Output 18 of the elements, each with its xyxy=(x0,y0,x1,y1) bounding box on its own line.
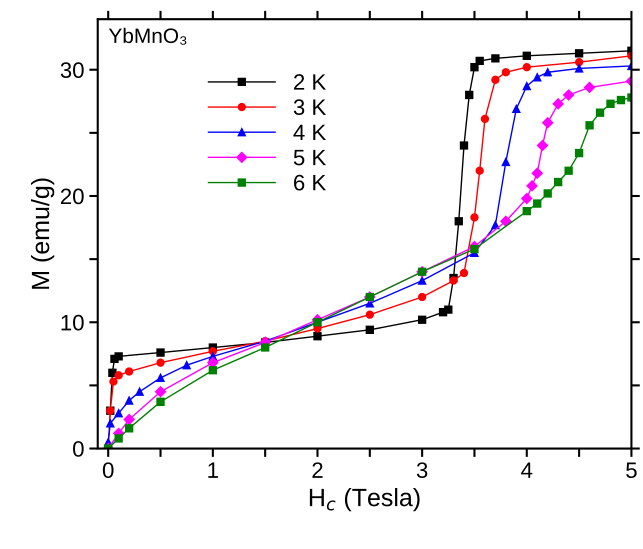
y-tick-label: 10 xyxy=(62,314,84,331)
legend-label: 5 K xyxy=(294,150,326,166)
x-tick-label: 0 xyxy=(102,462,114,478)
x-tick-label: 3 xyxy=(416,462,428,478)
legend-label: 3 K xyxy=(294,99,326,116)
y-tick-label: 30 xyxy=(60,62,84,78)
legend-label: 2 K xyxy=(294,74,326,90)
legend-label: 6 K xyxy=(294,174,326,191)
x-tick-label: 1 xyxy=(208,462,218,478)
x-tick-label: 2 xyxy=(312,462,323,478)
annotation: YbMnO₃ xyxy=(108,28,186,45)
y-tick-label: 20 xyxy=(60,188,84,204)
x-tick-label: 4 xyxy=(521,462,532,478)
x-axis-title: H$_{c}$ (Tesla) xyxy=(310,488,420,512)
legend-label: 4 K xyxy=(293,124,326,140)
y-axis-title: M (emu/g) xyxy=(30,178,54,289)
y-tick-label: 0 xyxy=(73,441,84,457)
x-tick-label: 5 xyxy=(626,462,637,478)
